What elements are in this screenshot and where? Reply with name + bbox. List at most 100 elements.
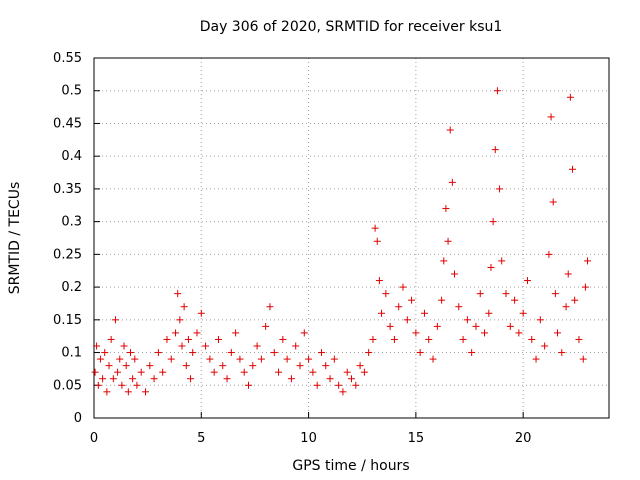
y-tick-label: 0 — [74, 411, 82, 426]
chart-title: Day 306 of 2020, SRMTID for receiver ksu… — [200, 19, 503, 35]
data-point — [214, 335, 222, 343]
data-point — [489, 218, 497, 226]
data-point — [184, 335, 192, 343]
data-point — [296, 362, 304, 370]
data-point — [137, 368, 145, 376]
data-point — [109, 375, 117, 383]
data-point — [386, 322, 394, 330]
data-point — [566, 93, 574, 101]
data-point — [270, 349, 278, 357]
data-point — [487, 263, 495, 271]
data-point — [236, 355, 244, 363]
data-point — [403, 316, 411, 324]
data-point — [300, 329, 308, 337]
data-point — [257, 355, 265, 363]
plot-area-frame — [93, 57, 610, 419]
data-point — [369, 335, 377, 343]
y-tick-label: 0.05 — [53, 378, 82, 393]
x-tick-label: 15 — [408, 431, 425, 446]
data-point — [382, 290, 390, 298]
data-point — [93, 342, 101, 350]
data-point — [167, 355, 175, 363]
data-point — [433, 322, 441, 330]
x-tick-label: 5 — [197, 431, 205, 446]
data-point — [279, 335, 287, 343]
data-point — [266, 303, 274, 311]
data-point — [564, 270, 572, 278]
data-point — [485, 309, 493, 317]
data-point — [189, 349, 197, 357]
data-point — [440, 257, 448, 265]
data-point — [116, 355, 124, 363]
x-axis-label: GPS time / hours — [292, 458, 409, 474]
data-point — [120, 342, 128, 350]
data-point — [159, 368, 167, 376]
data-point — [408, 296, 416, 304]
y-axis-label: SRMTID / TECUs — [7, 182, 23, 295]
data-point — [571, 296, 579, 304]
data-point — [309, 368, 317, 376]
data-point — [172, 329, 180, 337]
data-point — [502, 290, 510, 298]
data-point — [227, 349, 235, 357]
y-tick-label: 0.5 — [61, 84, 82, 99]
data-point — [335, 381, 343, 389]
data-point — [446, 126, 454, 134]
data-point — [305, 355, 313, 363]
data-point — [142, 388, 149, 396]
data-point — [412, 329, 420, 337]
data-point — [330, 355, 338, 363]
data-point — [493, 87, 501, 95]
data-point — [206, 355, 214, 363]
data-point — [103, 388, 111, 396]
data-point — [451, 270, 458, 278]
data-point — [146, 362, 154, 370]
y-tick-label: 0.45 — [53, 116, 82, 131]
data-point — [511, 296, 519, 304]
data-point — [390, 335, 398, 343]
data-point — [532, 355, 540, 363]
data-point — [94, 381, 102, 389]
data-point — [558, 349, 566, 357]
data-point — [174, 290, 182, 298]
y-tick-label: 0.3 — [61, 215, 82, 230]
x-tick-label: 0 — [90, 431, 98, 446]
data-point — [496, 185, 504, 193]
data-point — [549, 198, 557, 206]
data-point — [326, 375, 334, 383]
data-point — [378, 309, 386, 317]
data-point — [232, 329, 240, 337]
data-point — [356, 362, 364, 370]
data-point — [129, 375, 137, 383]
grid — [93, 57, 609, 419]
data-point — [91, 368, 99, 376]
y-tick-label: 0.25 — [53, 247, 82, 262]
data-point — [245, 381, 252, 389]
data-point — [515, 329, 523, 337]
data-point — [150, 375, 158, 383]
data-point — [554, 329, 561, 337]
data-point — [579, 355, 587, 363]
data-point — [287, 375, 295, 383]
data-point — [322, 362, 330, 370]
data-point — [425, 335, 433, 343]
data-point — [339, 388, 347, 396]
data-point — [562, 303, 570, 311]
data-point — [343, 368, 351, 376]
data-point — [399, 283, 407, 291]
data-point — [348, 375, 355, 383]
data-point — [101, 349, 109, 357]
data-point — [481, 329, 489, 337]
data-point — [420, 309, 428, 317]
data-point — [202, 342, 210, 350]
data-point — [491, 146, 499, 154]
data-point — [118, 381, 126, 389]
data-point — [253, 342, 261, 350]
data-point — [455, 303, 463, 311]
data-point — [131, 355, 139, 363]
data-point — [122, 362, 130, 370]
data-point — [317, 349, 325, 357]
data-point — [506, 322, 514, 330]
y-tick-label: 0.55 — [53, 51, 82, 66]
data-point — [438, 296, 446, 304]
